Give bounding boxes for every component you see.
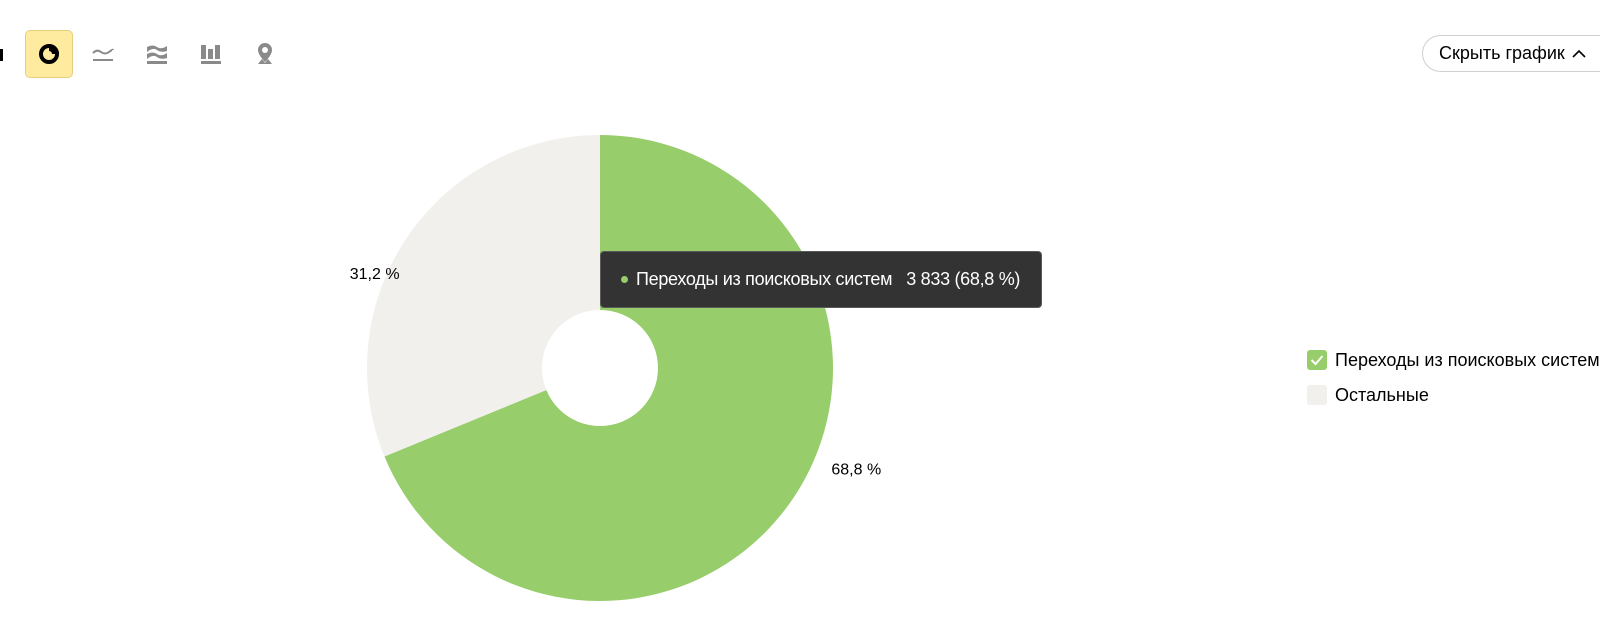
pie-chart-icon — [39, 44, 59, 64]
bar-chart-button[interactable] — [187, 30, 235, 78]
pie-chart-button[interactable] — [25, 30, 73, 78]
chart-legend: Переходы из поисковых систем Остальные — [1307, 350, 1600, 420]
donut-hole — [542, 310, 658, 426]
chart-tooltip: Переходы из поисковых систем 3 833 (68,8… — [600, 251, 1043, 308]
stacked-area-chart-icon — [147, 45, 167, 64]
tooltip-series-dot — [621, 276, 628, 283]
tooltip-value: 3 833 (68,8 %) — [906, 269, 1021, 289]
chevron-up-icon — [1572, 49, 1586, 58]
legend-item-label: Переходы из поисковых систем — [1335, 349, 1600, 370]
pie-slice-1[interactable] — [366, 135, 600, 457]
line-chart-button[interactable] — [79, 30, 127, 78]
hide-chart-label: Скрыть график — [1439, 43, 1565, 63]
area-chart-button[interactable] — [133, 30, 181, 78]
left-edge-mark — [0, 49, 3, 61]
slice-percent-label: 68,8 % — [831, 462, 881, 479]
bar-chart-icon — [201, 45, 221, 64]
line-chart-icon — [92, 48, 114, 61]
legend-checkbox[interactable] — [1307, 385, 1327, 405]
legend-item-others[interactable]: Остальные — [1307, 385, 1600, 405]
checkmark-icon — [1310, 355, 1324, 366]
map-pin-icon — [258, 43, 272, 64]
legend-checkbox[interactable] — [1307, 350, 1327, 370]
tooltip-series-name: Переходы из поисковых систем — [636, 269, 893, 289]
legend-item-label: Остальные — [1335, 384, 1429, 405]
map-button[interactable] — [241, 30, 289, 78]
chart-type-toolbar — [25, 30, 295, 78]
legend-item-search-engines[interactable]: Переходы из поисковых систем — [1307, 350, 1600, 370]
slice-percent-label: 31,2 % — [350, 266, 400, 283]
hide-chart-button[interactable]: Скрыть график — [1422, 35, 1600, 72]
